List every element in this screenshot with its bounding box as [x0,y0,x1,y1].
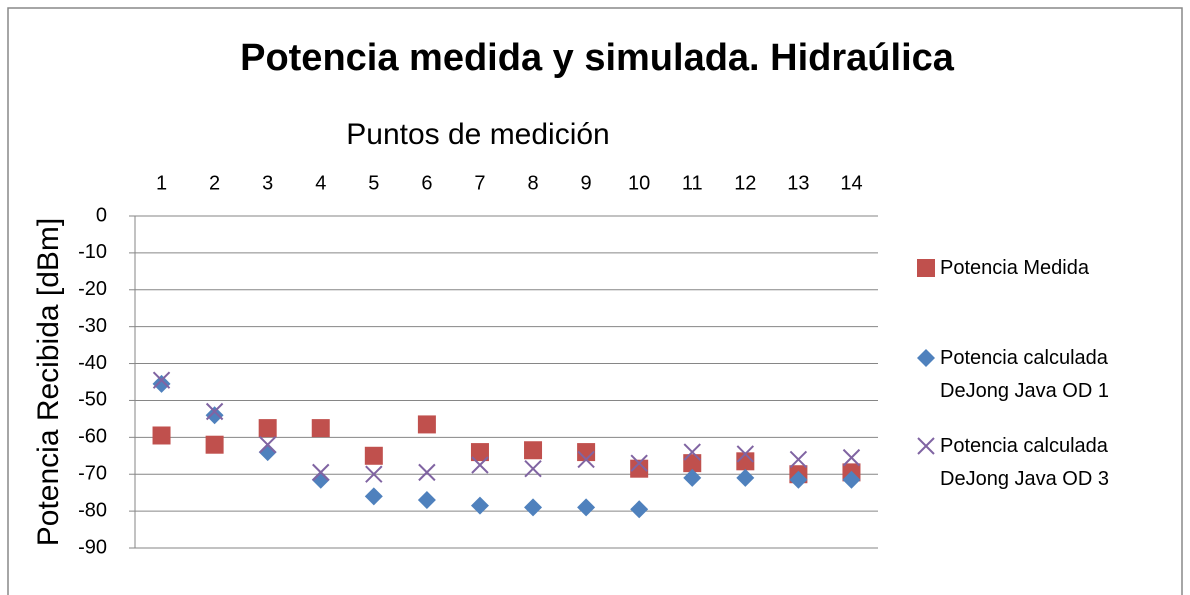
square-marker [917,259,935,277]
y-axis-title: Potencia Recibida [dBm] [32,218,65,547]
x-marker [736,445,755,463]
diamond-marker [152,374,171,393]
diamond-marker [524,498,543,517]
diamond-marker [736,468,755,487]
diamond-marker [470,496,489,515]
chart-title: Potencia medida y simulada. Hidraúlica [240,37,955,79]
x-tick-label: 10 [628,172,650,194]
y-tick-label: -30 [78,315,107,337]
square-marker [364,446,383,465]
x-tick-label: 12 [734,172,756,194]
legend-label: Potencia calculada DeJong Java OD 1 [940,347,1109,402]
x-tick-label: 1 [156,172,167,194]
legend-label: Potencia calculada DeJong Java OD 3 [940,435,1109,490]
x-tick-label: 5 [368,172,379,194]
x-tick-label: 7 [474,172,485,194]
x-tick-label: 11 [682,172,703,194]
diamond-marker [917,349,935,367]
square-marker [205,435,224,454]
x-marker [152,371,171,389]
chart-border [7,7,1183,595]
x-tick-label: 14 [840,172,862,194]
x-marker [683,443,701,461]
diamond-marker [364,487,383,506]
x-tick-label: 13 [787,172,809,194]
y-tick-label: -10 [78,241,107,263]
diamond-marker [417,491,436,510]
x-marker [917,437,935,455]
square-marker [736,452,755,471]
legend-label: Potencia Medida [940,257,1089,279]
diamond-marker [577,498,596,517]
diamond-marker [842,470,861,489]
square-marker [417,415,436,434]
square-marker [258,419,277,438]
square-marker [577,443,596,462]
x-marker [630,454,648,472]
x-marker [524,459,542,478]
diamond-marker [258,443,277,462]
square-marker [311,419,330,438]
y-tick-label: -40 [78,352,107,374]
x-marker [471,456,489,474]
square-marker [683,454,702,473]
x-tick-label: 6 [421,172,432,194]
y-tick-label: 0 [96,204,107,226]
diamond-marker [630,500,649,519]
diamond-marker [789,470,808,489]
x-marker [789,450,808,469]
x-marker [365,465,383,483]
x-tick-label: 3 [262,172,273,194]
x-tick-label: 9 [581,172,592,194]
y-tick-label: -20 [78,278,107,300]
x-axis-title: Puntos de medición [346,118,610,151]
diamond-marker [205,406,224,425]
x-tick-label: 2 [209,172,220,194]
y-tick-label: -70 [78,463,107,485]
y-tick-label: -60 [78,426,107,448]
square-marker [630,459,649,478]
diamond-marker [683,468,702,487]
y-tick-label: -80 [78,499,107,521]
x-marker [258,436,277,454]
x-tick-label: 8 [527,172,538,194]
square-marker [152,426,171,445]
y-tick-label: -90 [78,536,107,558]
x-marker [577,450,595,469]
square-marker [524,441,543,460]
x-marker [842,448,861,467]
square-marker [470,443,489,462]
x-marker [418,463,436,482]
x-marker [312,463,330,482]
diamond-marker [311,470,330,489]
x-tick-label: 4 [315,172,326,194]
y-tick-label: -50 [78,389,107,411]
x-marker [205,402,224,421]
